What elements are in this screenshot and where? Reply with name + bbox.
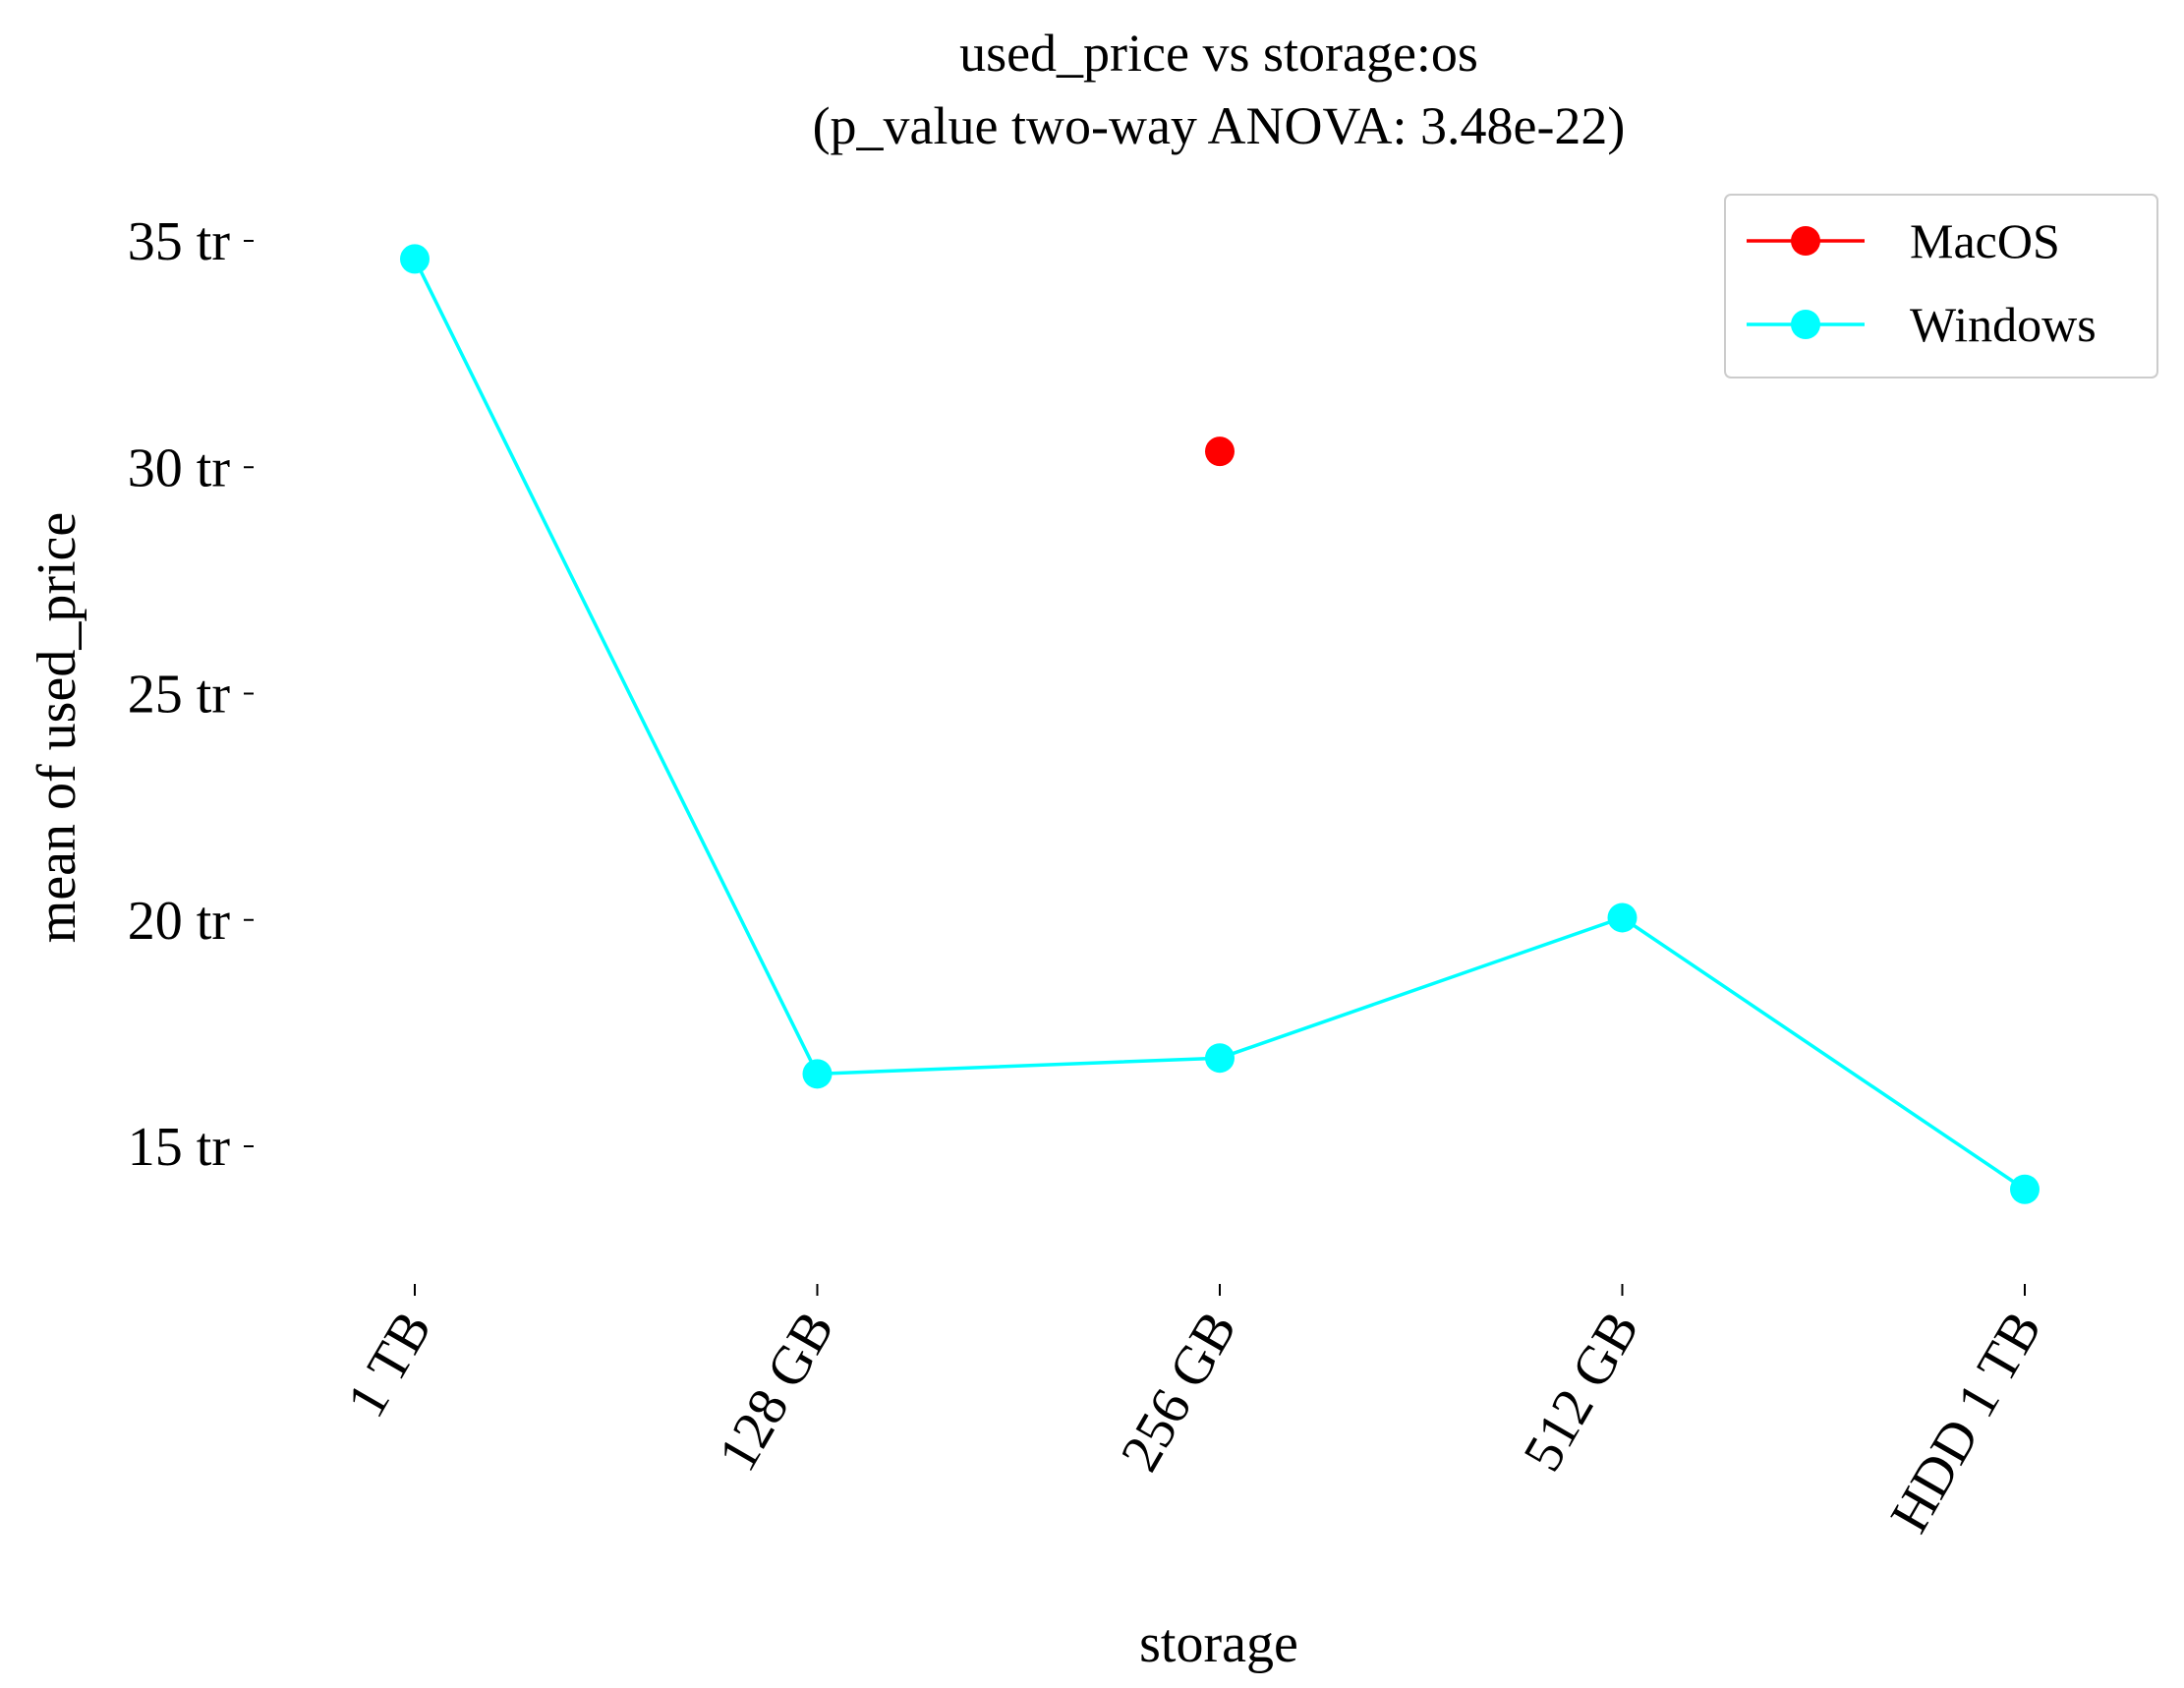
y-tick-label: 15 tr xyxy=(128,1117,231,1178)
data-point-windows xyxy=(802,1059,833,1089)
data-point-windows xyxy=(1607,902,1638,933)
y-tick-label: 30 tr xyxy=(128,437,231,498)
y-tick-label: 25 tr xyxy=(128,665,231,726)
data-point-windows xyxy=(2010,1174,2040,1204)
data-point-macos xyxy=(1205,437,1235,467)
legend-label-windows: Windows xyxy=(1910,297,2097,352)
data-point-windows xyxy=(400,244,430,274)
y-tick-label: 20 tr xyxy=(128,891,231,952)
legend-marker-windows xyxy=(1791,310,1820,339)
y-tick-label: 35 tr xyxy=(128,211,231,272)
y-axis-label: mean of used_price xyxy=(27,512,87,943)
chart-subtitle: (p_value two-way ANOVA: 3.48e-22) xyxy=(813,96,1626,155)
legend: MacOS Windows xyxy=(1724,194,2158,378)
legend-marker-macos xyxy=(1791,226,1820,256)
data-point-windows xyxy=(1205,1043,1235,1074)
legend-label-macos: MacOS xyxy=(1910,213,2060,268)
x-axis-label: storage xyxy=(1139,1613,1298,1674)
chart-title: used_price vs storage:os xyxy=(959,24,1478,83)
